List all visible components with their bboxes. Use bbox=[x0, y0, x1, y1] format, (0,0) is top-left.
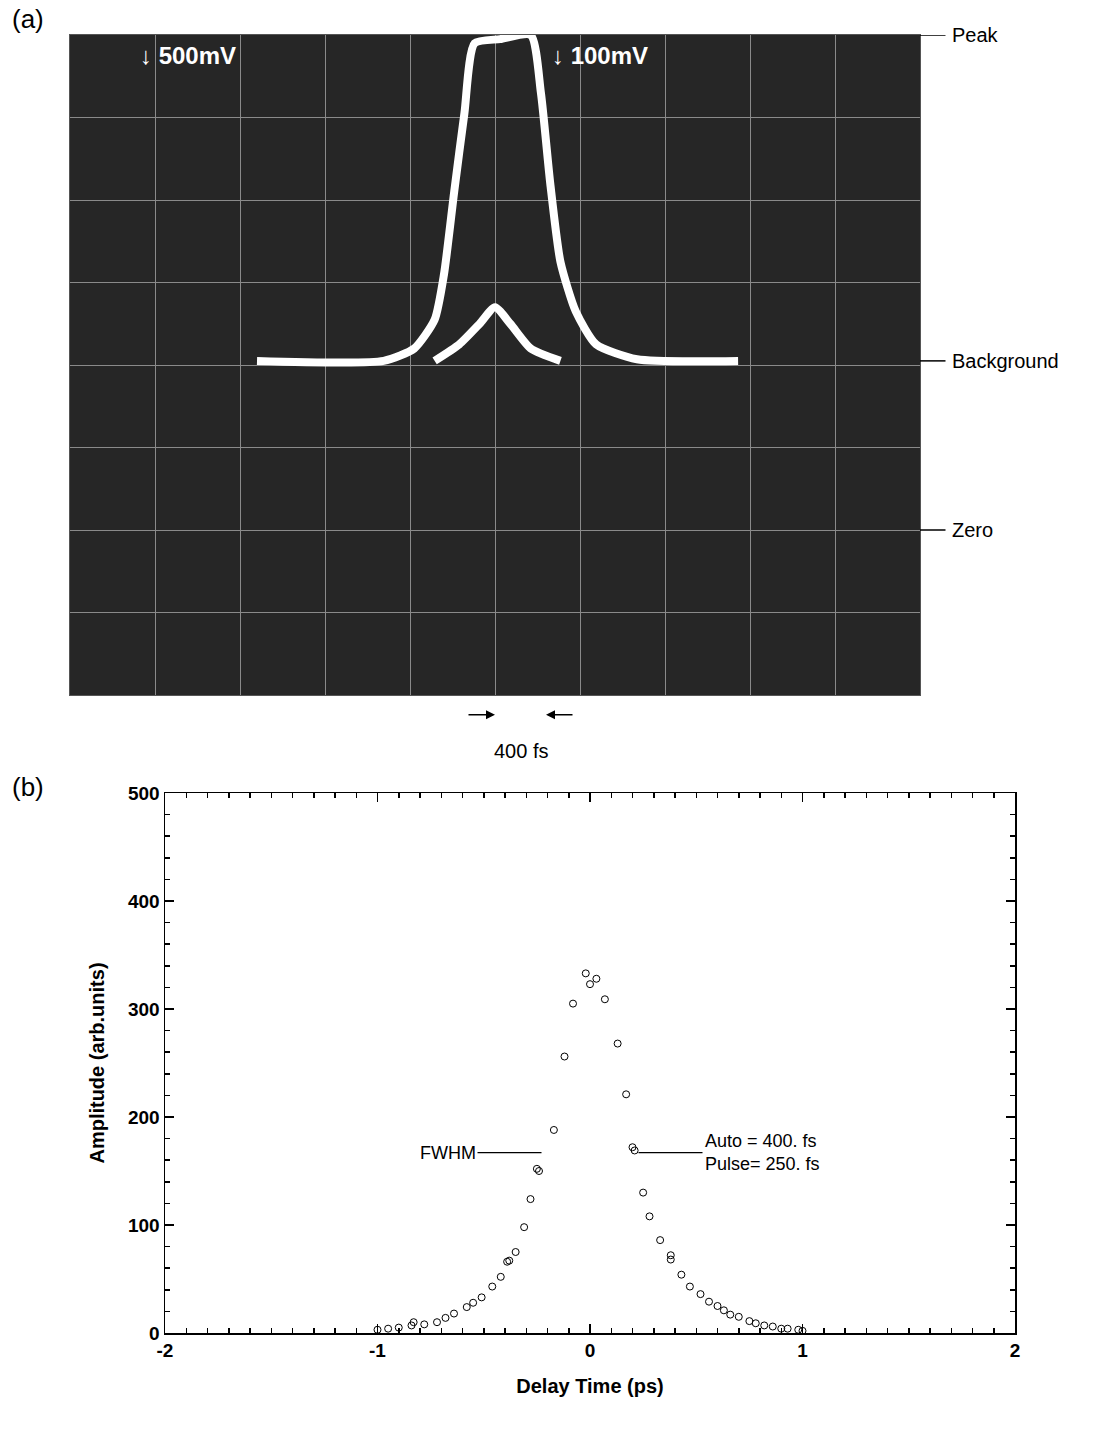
svg-text:-1: -1 bbox=[369, 1340, 386, 1361]
svg-text:Auto = 400. fsPulse= 250. fs: Auto = 400. fsPulse= 250. fs bbox=[705, 1131, 820, 1174]
svg-text:2: 2 bbox=[1010, 1340, 1021, 1361]
svg-text:Amplitude (arb.units): Amplitude (arb.units) bbox=[86, 962, 108, 1163]
html-text:(b): (b) bbox=[12, 772, 44, 802]
svg-text:1: 1 bbox=[797, 1340, 808, 1361]
svg-text:Delay Time (ps): Delay Time (ps) bbox=[516, 1375, 663, 1397]
svg-text:500: 500 bbox=[128, 783, 160, 804]
svg-text:400: 400 bbox=[128, 891, 160, 912]
svg-text:↓ 500mV: ↓ 500mV bbox=[140, 42, 236, 69]
svg-text:0: 0 bbox=[149, 1323, 160, 1344]
svg-text:200: 200 bbox=[128, 1107, 160, 1128]
svg-text:Background: Background bbox=[952, 350, 1059, 372]
svg-text:300: 300 bbox=[128, 999, 160, 1020]
html-text:(a): (a) bbox=[12, 4, 44, 34]
svg-text:Zero: Zero bbox=[952, 519, 993, 541]
svg-text:Peak: Peak bbox=[952, 24, 999, 46]
svg-text:FWHM: FWHM bbox=[420, 1143, 476, 1163]
svg-text:-2: -2 bbox=[157, 1340, 174, 1361]
svg-text:↓ 100mV: ↓ 100mV bbox=[552, 42, 648, 69]
svg-text:100: 100 bbox=[128, 1215, 160, 1236]
svg-text:400 fs: 400 fs bbox=[494, 740, 548, 762]
svg-text:0: 0 bbox=[585, 1340, 596, 1361]
